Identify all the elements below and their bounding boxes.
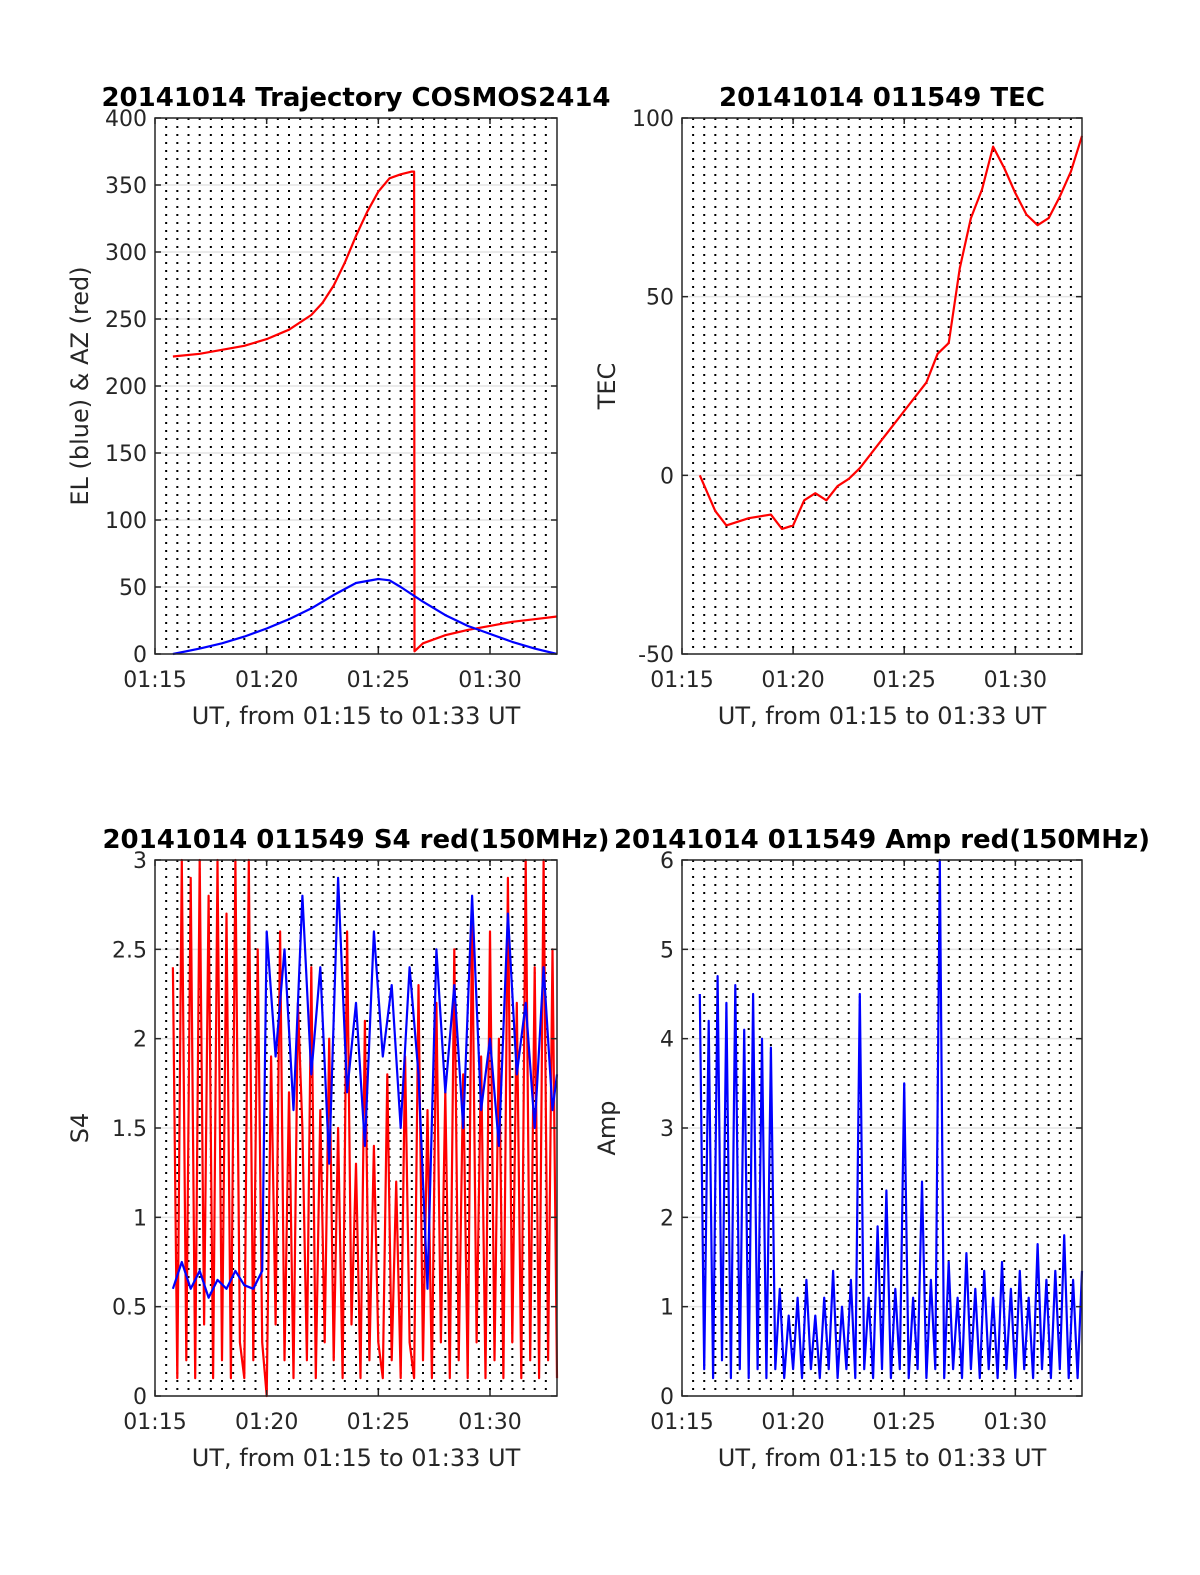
y-tick-label-2: 2 bbox=[660, 1206, 674, 1231]
y-axis-label: Amp bbox=[593, 1100, 621, 1155]
x-tick-label-2: 01:25 bbox=[873, 668, 936, 693]
y-tick-label-4: 4 bbox=[660, 1028, 674, 1053]
y-tick-label-5: 5 bbox=[660, 938, 674, 963]
y-axis-label: S4 bbox=[66, 1113, 94, 1144]
x-tick-label-3: 01:30 bbox=[458, 1410, 521, 1435]
x-tick-label-1: 01:20 bbox=[761, 1410, 824, 1435]
x-tick-label-3: 01:30 bbox=[984, 1410, 1047, 1435]
x-axis-label: UT, from 01:15 to 01:33 UT bbox=[718, 1444, 1047, 1472]
x-axis-label: UT, from 01:15 to 01:33 UT bbox=[192, 1444, 521, 1472]
series-1-line bbox=[171, 858, 559, 1398]
x-tick-label-0: 01:15 bbox=[650, 1410, 713, 1435]
y-tick-label-3: 3 bbox=[660, 1117, 674, 1142]
x-tick-label-1: 01:20 bbox=[235, 668, 298, 693]
y-tick-label-0: 0 bbox=[133, 1385, 147, 1410]
series-2-line bbox=[171, 876, 559, 1299]
y-tick-label-4: 200 bbox=[105, 375, 147, 400]
y-tick-label-7: 350 bbox=[105, 174, 147, 199]
x-tick-label-0: 01:15 bbox=[650, 668, 713, 693]
y-tick-label-6: 3 bbox=[133, 849, 147, 874]
y-tick-label-2: 100 bbox=[105, 509, 147, 534]
x-tick-label-1: 01:20 bbox=[235, 1410, 298, 1435]
y-tick-label-1: 0 bbox=[660, 464, 674, 489]
y-tick-label-5: 2.5 bbox=[112, 938, 147, 963]
y-tick-label-0: 0 bbox=[660, 1385, 674, 1410]
chart-title: 20141014 Trajectory COSMOS2414 bbox=[101, 83, 610, 113]
chart-2: 01:15 01:20 01:25 01:30 -50 0 50 100 20141014 01… bbox=[593, 83, 1084, 730]
x-tick-label-1: 01:20 bbox=[761, 668, 824, 693]
y-tick-label-3: 150 bbox=[105, 442, 147, 467]
chart-title: 20141014 011549 Amp red(150MHz) bbox=[614, 825, 1150, 855]
x-axis-label: UT, from 01:15 to 01:33 UT bbox=[718, 702, 1047, 730]
chart-3: 01:15 01:20 01:25 01:30 0 0.5 1 1.5 2 2.5 32014101… bbox=[66, 825, 610, 1472]
y-tick-label-1: 50 bbox=[119, 576, 147, 601]
chart-1: 01:15 01:20 01:25 01:30 0 50 100 150 200 250 300 35… bbox=[66, 83, 611, 730]
y-tick-label-1: 0.5 bbox=[112, 1296, 147, 1321]
x-tick-label-0: 01:15 bbox=[123, 1410, 186, 1435]
x-tick-label-2: 01:25 bbox=[347, 668, 410, 693]
y-tick-label-8: 400 bbox=[105, 107, 147, 132]
y-tick-label-4: 2 bbox=[133, 1028, 147, 1053]
y-axis-label: TEC bbox=[593, 363, 621, 411]
chart-title: 20141014 011549 TEC bbox=[719, 83, 1045, 113]
plot-area-frame bbox=[681, 117, 1083, 655]
chart-title: 20141014 011549 S4 red(150MHz) bbox=[102, 825, 609, 855]
y-tick-label-3: 1.5 bbox=[112, 1117, 147, 1142]
x-tick-label-2: 01:25 bbox=[873, 1410, 936, 1435]
y-tick-label-3: 100 bbox=[632, 107, 674, 132]
x-tick-label-2: 01:25 bbox=[347, 1410, 410, 1435]
y-tick-label-0: 0 bbox=[133, 643, 147, 668]
series-2-line bbox=[172, 577, 558, 656]
y-tick-label-6: 6 bbox=[660, 849, 674, 874]
y-tick-label-5: 250 bbox=[105, 308, 147, 333]
series-1-line bbox=[172, 170, 558, 653]
x-tick-label-3: 01:30 bbox=[458, 668, 521, 693]
y-tick-label-1: 1 bbox=[660, 1296, 674, 1321]
x-tick-label-3: 01:30 bbox=[984, 668, 1047, 693]
x-axis-label: UT, from 01:15 to 01:33 UT bbox=[192, 702, 521, 730]
x-tick-label-0: 01:15 bbox=[123, 668, 186, 693]
y-tick-label-0: -50 bbox=[638, 643, 674, 668]
y-axis-label: EL (blue) & AZ (red) bbox=[66, 266, 94, 505]
y-tick-label-6: 300 bbox=[105, 241, 147, 266]
y-tick-label-2: 1 bbox=[133, 1206, 147, 1231]
y-tick-label-2: 50 bbox=[646, 286, 674, 311]
series-1-line bbox=[698, 858, 1084, 1380]
series-1-line bbox=[698, 135, 1084, 531]
